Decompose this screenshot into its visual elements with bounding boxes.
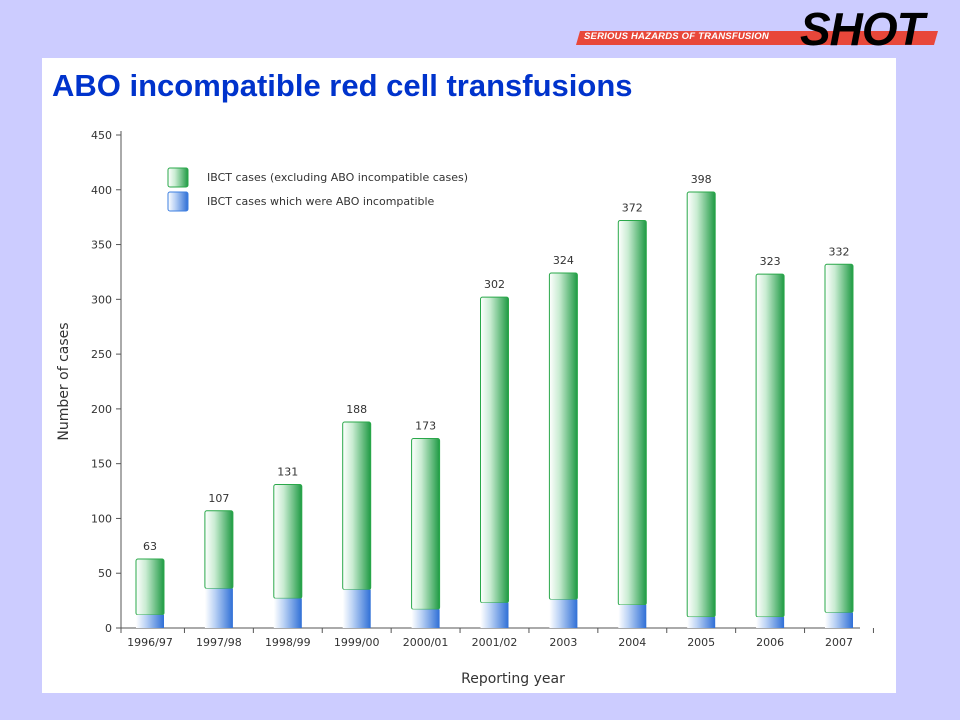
bar-segment-non-abo <box>273 483 303 599</box>
bar-segment-non-abo <box>755 273 785 618</box>
legend-label-abo: IBCT cases which were ABO incompatible <box>207 195 435 208</box>
legend-label-non-abo: IBCT cases (excluding ABO incompatible c… <box>207 171 468 184</box>
bar-segment-non-abo <box>204 510 234 590</box>
x-tick-label: 1998/99 <box>265 636 311 649</box>
bar-segment-abo <box>549 599 578 628</box>
bar-total-label: 323 <box>760 255 781 268</box>
bar-segment-non-abo <box>342 421 372 591</box>
y-tick-label: 100 <box>91 512 112 525</box>
bar-segment-non-abo <box>617 219 647 606</box>
bar-total-label: 63 <box>143 540 157 553</box>
y-axis-title: Number of cases <box>56 322 72 440</box>
bar-total-label: 173 <box>415 419 436 432</box>
bar-segment-non-abo <box>135 558 165 616</box>
bar-total-label: 188 <box>346 403 367 416</box>
bar-total-label: 324 <box>553 254 574 267</box>
bar-total-label: 131 <box>277 465 298 478</box>
y-tick-label: 50 <box>98 567 112 580</box>
bar-segment-non-abo <box>411 437 441 610</box>
bar-segment-non-abo <box>686 191 716 618</box>
header-strip <box>576 31 938 45</box>
bar-segment-non-abo <box>824 263 854 614</box>
legend-swatch-non-abo <box>167 167 189 188</box>
bar-segment-abo <box>411 609 440 628</box>
x-tick-label: 1997/98 <box>196 636 242 649</box>
x-tick-label: 2004 <box>618 636 646 649</box>
slide-panel: ABO incompatible red cell transfusions <box>42 58 896 693</box>
legend-swatch-abo <box>167 191 189 212</box>
bar-segment-abo <box>204 588 233 628</box>
bar-total-label: 332 <box>829 245 850 258</box>
bar-total-label: 302 <box>484 278 505 291</box>
x-tick-label: 1999/00 <box>334 636 380 649</box>
x-tick-label: 2003 <box>549 636 577 649</box>
bar-segment-abo <box>136 614 164 628</box>
y-tick-label: 200 <box>91 403 112 416</box>
x-tick-label: 2006 <box>756 636 784 649</box>
bar-segment-abo <box>687 617 716 628</box>
bar-total-label: 107 <box>208 492 229 505</box>
bar-segment-non-abo <box>548 272 578 601</box>
y-tick-label: 0 <box>105 622 112 635</box>
bar-total-label: 398 <box>691 173 712 186</box>
y-tick-label: 250 <box>91 348 112 361</box>
bar-segment-abo <box>825 612 853 628</box>
bar-segment-abo <box>273 598 302 628</box>
bar-segment-abo <box>342 589 371 628</box>
bar-segment-abo <box>480 602 509 628</box>
x-axis-title: Reporting year <box>461 671 565 687</box>
y-tick-label: 450 <box>91 129 112 142</box>
x-tick-label: 2001/02 <box>472 636 518 649</box>
x-tick-label: 1996/97 <box>127 636 173 649</box>
bar-total-label: 372 <box>622 201 643 214</box>
y-tick-label: 400 <box>91 184 112 197</box>
bar-segment-abo <box>618 604 647 628</box>
x-tick-label: 2000/01 <box>403 636 449 649</box>
y-tick-label: 300 <box>91 293 112 306</box>
bar-segment-non-abo <box>480 296 509 604</box>
y-tick-label: 350 <box>91 239 112 252</box>
shot-logo: SHOT <box>800 3 925 55</box>
brand-tagline: SERIOUS HAZARDS OF TRANSFUSION <box>584 31 769 42</box>
y-tick-label: 150 <box>91 458 112 471</box>
x-tick-label: 2005 <box>687 636 715 649</box>
x-tick-label: 2007 <box>825 636 853 649</box>
slide-title: ABO incompatible red cell transfusions <box>52 68 633 103</box>
bar-segment-abo <box>756 617 785 628</box>
